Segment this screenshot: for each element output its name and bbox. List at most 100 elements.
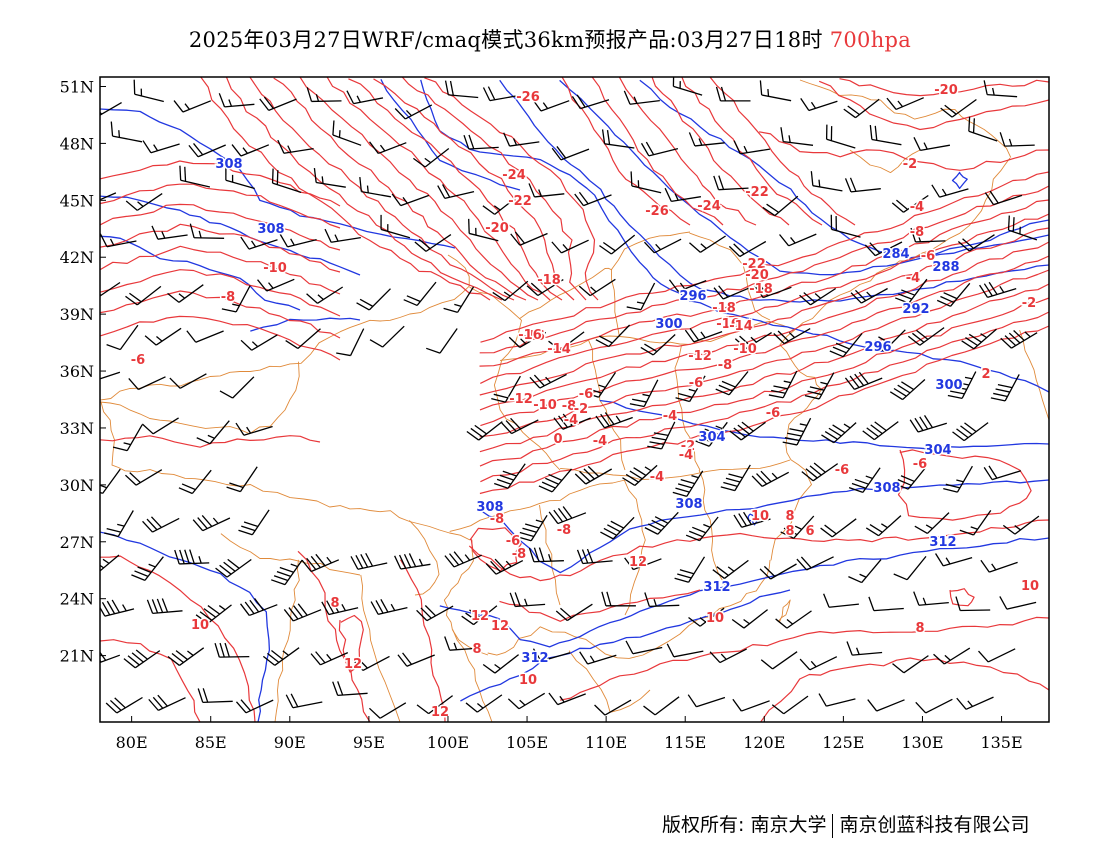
wind-barb [782, 417, 812, 446]
height-label: 300 [935, 378, 962, 393]
wind-barb [625, 640, 663, 655]
wind-barb [820, 518, 857, 538]
temperature-label: 10 [191, 618, 209, 633]
wind-barb [868, 596, 904, 612]
temperature-contour [225, 77, 503, 301]
wind-barb [100, 192, 117, 206]
wind-barb [886, 97, 924, 111]
wind-barb [829, 332, 863, 358]
wind-barb [397, 652, 435, 667]
border-line [849, 149, 921, 174]
temperature-label: -18 [749, 282, 773, 297]
wind-barb [687, 694, 726, 708]
border-line [568, 650, 651, 713]
wind-barb [695, 421, 728, 447]
temperature-label: -14 [547, 342, 571, 357]
wind-barb [799, 656, 838, 671]
border-line [519, 267, 613, 320]
wind-barb [804, 372, 835, 400]
wind-barb [968, 116, 998, 142]
temperature-contour [100, 245, 341, 295]
wind-barb [548, 331, 585, 351]
height-label: 296 [864, 340, 891, 355]
temperature-label: -8 [562, 399, 576, 414]
temperature-contour [479, 269, 1049, 438]
wind-barb [306, 87, 342, 103]
wind-barb [548, 506, 587, 525]
wind-barb [731, 609, 769, 629]
temperature-label: 0 [553, 432, 562, 447]
temperature-contour [100, 203, 341, 251]
wind-barb [380, 214, 411, 239]
wind-barb [720, 464, 751, 492]
temperature-contour [818, 80, 1049, 131]
temperature-contour [480, 311, 1049, 483]
border-line [408, 520, 440, 596]
temperature-label: -2 [1022, 296, 1036, 311]
temperature-label: -4 [564, 413, 578, 428]
wind-barb [910, 227, 946, 243]
height-contour [559, 79, 1049, 276]
wind-barb [893, 555, 927, 581]
wind-barb [571, 94, 610, 110]
wind-barb [369, 325, 405, 348]
wind-barb [579, 651, 617, 665]
x-tick-label: 100E [427, 733, 469, 752]
wind-barb [112, 424, 143, 452]
wind-barb [221, 285, 251, 313]
height-label: 304 [698, 430, 725, 445]
wind-barb [257, 278, 295, 292]
wind-barb [956, 696, 994, 710]
y-tick-label: 39N [60, 305, 94, 324]
wind-barb [240, 334, 278, 351]
wind-barb [548, 692, 586, 706]
wind-barb [1007, 215, 1038, 241]
wind-barb [369, 702, 407, 719]
wind-barb [626, 282, 656, 311]
wind-barb [713, 285, 752, 300]
wind-barb [167, 284, 204, 303]
wind-barb [482, 195, 519, 215]
temperature-label: 8 [472, 642, 481, 657]
border-line [100, 361, 300, 435]
temperature-label: -16 [716, 317, 740, 332]
wind-barb [321, 599, 359, 616]
wind-barb [151, 225, 188, 240]
temperature-label: -8 [718, 358, 732, 373]
height-label: 288 [932, 260, 959, 275]
border-line [689, 232, 771, 321]
wind-barb [310, 651, 349, 666]
border-line [799, 79, 1012, 158]
wind-barb [935, 553, 973, 567]
height-contour [380, 79, 521, 191]
wind-barb [821, 422, 857, 444]
height-label: 308 [476, 500, 503, 515]
border-line [539, 505, 561, 606]
temperature-contour [479, 297, 1049, 467]
border-line [274, 559, 300, 722]
wind-barb [715, 86, 751, 102]
wind-barb [553, 413, 591, 430]
border-line [623, 480, 646, 616]
wind-barb [352, 655, 390, 672]
wind-barb [240, 598, 278, 617]
wind-barb [979, 281, 1017, 298]
temperature-contour [561, 77, 691, 226]
wind-barb [936, 282, 971, 307]
wind-barb [279, 233, 317, 248]
temperature-label: 12 [471, 609, 489, 624]
wind-barb [675, 375, 706, 403]
height-label: 284 [882, 247, 909, 262]
wind-barb [947, 371, 977, 399]
footer-company: 南京创蓝科技有限公司 [839, 814, 1030, 836]
x-tick-label: 130E [901, 733, 943, 752]
border-line [220, 533, 361, 576]
wind-barb [999, 596, 1037, 610]
axis-ticks: 80E 85E 90E 95E 100E 105E 110E 115E 120E 125E 130E… [60, 77, 1023, 752]
height-label: 308 [215, 157, 242, 172]
temperature-contour [480, 171, 1049, 343]
height-label: 308 [873, 481, 900, 496]
temperature-label: -4 [910, 200, 924, 215]
y-tick-label: 51N [60, 77, 94, 96]
height-label: 292 [902, 302, 929, 317]
